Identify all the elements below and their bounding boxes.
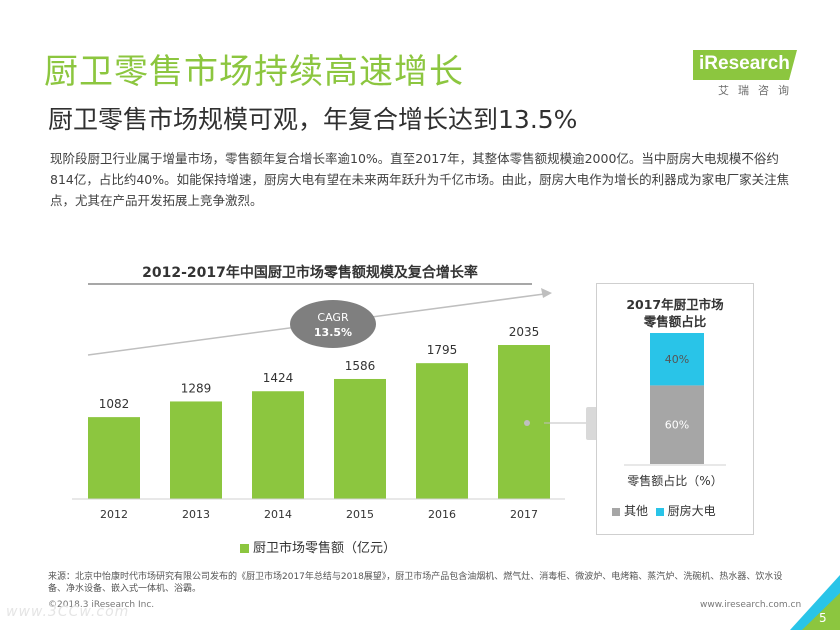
share-title-line-2: 零售额占比 bbox=[643, 314, 707, 329]
bar-value-label: 1082 bbox=[99, 397, 130, 411]
stack-value-label: 60% bbox=[665, 419, 689, 432]
cagr-label: CAGR bbox=[317, 311, 349, 324]
bar-2015 bbox=[334, 378, 386, 499]
cagr-badge: CAGR 13.5% bbox=[290, 300, 376, 348]
chart-title: 2012-2017年中国厨卫市场零售额规模及复合增长率 bbox=[142, 264, 478, 281]
stacked-share-chart: 60% 40% bbox=[624, 333, 726, 466]
x-tick-label: 2017 bbox=[510, 508, 538, 521]
bar-2012 bbox=[88, 417, 140, 499]
source-note: 来源：北京中怡康时代市场研究有限公司发布的《厨卫市场2017年总结与2018展望… bbox=[48, 572, 783, 594]
chart-legend: 厨卫市场零售额（亿元） bbox=[240, 537, 396, 556]
bar-group: 1082 1289 1424 1586 1795 2035 bbox=[88, 325, 550, 499]
bar-value-label: 1795 bbox=[427, 343, 458, 357]
logo-subtext: 艾瑞咨询 bbox=[718, 84, 798, 97]
legend-label-kitchen: 厨房大电 bbox=[667, 504, 716, 518]
stack-group: 60% 40% bbox=[650, 333, 704, 464]
x-tick-label: 2015 bbox=[346, 508, 374, 521]
page-subtitle: 厨卫零售市场规模可观，年复合增长达到13.5% bbox=[48, 105, 578, 134]
legend-swatch bbox=[240, 544, 249, 553]
legend-swatch-kitchen bbox=[655, 507, 664, 516]
bar-2013 bbox=[170, 401, 222, 499]
share-chart-title: 2017年厨卫市场 零售额占比 bbox=[596, 296, 754, 330]
share-legend: 其他 厨房大电 bbox=[612, 502, 716, 519]
watermark: www.3CCw.com bbox=[6, 604, 130, 620]
logo-brand-text: iResearch bbox=[699, 53, 790, 74]
bar-2017 bbox=[498, 345, 550, 499]
bar-value-label: 1424 bbox=[263, 371, 294, 385]
bar-value-label: 1586 bbox=[345, 359, 376, 373]
bar-2016 bbox=[416, 363, 468, 499]
page-title: 厨卫零售市场持续高速增长 bbox=[44, 52, 464, 92]
corner-decoration bbox=[790, 575, 840, 630]
stack-value-label: 40% bbox=[665, 353, 689, 366]
copyright: ©2018.3 iResearch Inc. bbox=[48, 600, 155, 610]
stack-segment-kitchen bbox=[650, 333, 704, 386]
x-tick-label: 2016 bbox=[428, 508, 456, 521]
bar-value-label: 1289 bbox=[181, 381, 212, 395]
legend-label-other: 其他 bbox=[624, 504, 649, 518]
connector-dot bbox=[524, 420, 530, 426]
bar-chart: 2012-2017年中国厨卫市场零售额规模及复合增长率 1082 1289 1424… bbox=[72, 264, 590, 521]
trend-arrowhead bbox=[541, 288, 552, 298]
legend-label: 厨卫市场零售额（亿元） bbox=[253, 541, 397, 556]
bar-2014 bbox=[252, 391, 304, 499]
x-tick-labels: 2012 2013 2014 2015 2016 2017 bbox=[100, 508, 538, 521]
x-tick-label: 2012 bbox=[100, 508, 128, 521]
bar-value-label: 2035 bbox=[509, 325, 540, 339]
x-tick-label: 2013 bbox=[182, 508, 210, 521]
page-number: 5 bbox=[819, 611, 827, 625]
iresearch-logo: iResearch bbox=[693, 50, 797, 80]
cagr-value: 13.5% bbox=[314, 326, 352, 339]
intro-paragraph: 现阶段厨卫行业属于增量市场，零售额年复合增长率逾10%。直至2017年，其整体零… bbox=[50, 151, 790, 208]
website-link[interactable]: www.iresearch.com.cn bbox=[700, 600, 802, 610]
stack-segment-other bbox=[650, 385, 704, 464]
legend-swatch-other bbox=[612, 507, 620, 516]
share-axis-label: 零售额占比（%） bbox=[627, 474, 723, 488]
x-tick-label: 2014 bbox=[264, 508, 292, 521]
share-title-line-1: 2017年厨卫市场 bbox=[626, 297, 724, 312]
